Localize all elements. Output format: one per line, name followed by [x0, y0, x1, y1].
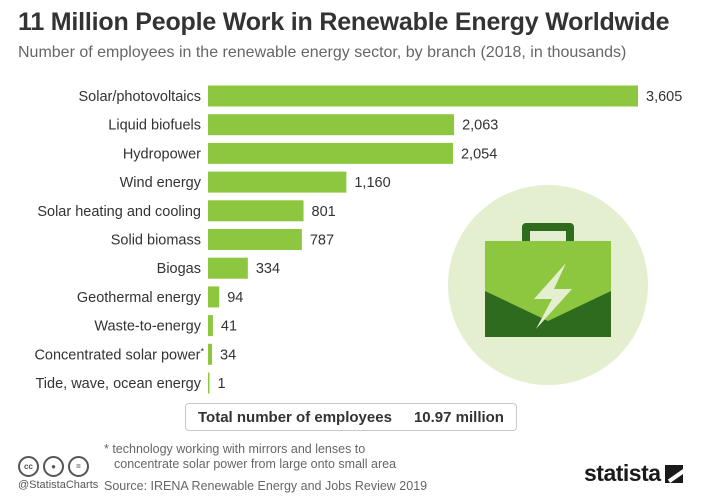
- value-label-3: 1,160: [354, 175, 390, 191]
- category-label-2: Hydropower: [123, 146, 201, 162]
- category-label-7: Geothermal energy: [77, 290, 202, 306]
- category-label-5: Solid biomass: [111, 233, 201, 249]
- value-label-4: 801: [312, 204, 336, 220]
- statista-mark-icon: [664, 464, 683, 483]
- value-label-0: 3,605: [646, 89, 682, 105]
- category-label-10: Tide, wave, ocean energy: [35, 376, 201, 392]
- footnote-line-1: * technology working with mirrors and le…: [104, 442, 366, 456]
- value-label-5: 787: [310, 233, 334, 249]
- value-label-10: 1: [218, 376, 226, 392]
- value-label-9: 34: [220, 347, 236, 363]
- bar-10: [208, 372, 210, 394]
- cc-icon: cc: [18, 456, 39, 477]
- value-label-1: 2,063: [462, 118, 498, 134]
- bar-0: [208, 85, 638, 107]
- bar-4: [208, 200, 304, 222]
- value-label-6: 334: [256, 261, 280, 277]
- category-label-3: Wind energy: [120, 175, 202, 191]
- value-label-8: 41: [221, 319, 237, 335]
- category-label-9: Concentrated solar power*: [34, 346, 204, 363]
- footnote-line-2: concentrate solar power from large onto …: [114, 457, 397, 471]
- lightning-bolt: [534, 263, 572, 329]
- statista-logo[interactable]: statista: [584, 460, 683, 487]
- attribution-icon: ●: [43, 456, 64, 477]
- brand-name: statista: [584, 460, 661, 486]
- total-employees-box: Total number of employees 10.97 million: [185, 403, 517, 431]
- category-label-6: Biogas: [157, 261, 201, 277]
- category-label-8: Waste-to-energy: [94, 319, 201, 335]
- footnote: * technology working with mirrors and le…: [104, 442, 444, 472]
- page-subtitle: Number of employees in the renewable ene…: [18, 44, 627, 61]
- bar-7: [208, 286, 220, 308]
- total-value: 10.97 million: [413, 408, 504, 426]
- bar-6: [208, 257, 248, 279]
- briefcase-handle: [522, 223, 574, 241]
- category-label-4: Solar heating and cooling: [37, 204, 201, 220]
- category-label-0: Solar/photovoltaics: [78, 89, 201, 105]
- bar-5: [208, 229, 302, 250]
- no-derivatives-icon: =: [68, 456, 89, 477]
- bar-2: [208, 142, 453, 164]
- license-icons: cc ● =: [18, 456, 89, 477]
- bar-1: [208, 114, 455, 136]
- social-handle[interactable]: @StatistaCharts: [18, 479, 99, 491]
- briefcase-flap: [485, 241, 611, 321]
- total-label: Total number of employees: [198, 408, 392, 426]
- page-title: 11 Million People Work in Renewable Ener…: [18, 8, 670, 36]
- bar-8: [208, 315, 213, 337]
- value-label-7: 94: [227, 290, 243, 306]
- bar-chart: Solar/photovoltaics 3,605 Liquid biofuels 2…: [34, 85, 682, 394]
- source-text: Source: IRENA Renewable Energy and Jobs …: [104, 479, 428, 493]
- category-label-1: Liquid biofuels: [108, 118, 201, 134]
- bar-9: [208, 343, 213, 365]
- briefcase-lightning-icon: [448, 185, 648, 385]
- value-label-2: 2,054: [461, 146, 497, 162]
- bar-3: [208, 171, 347, 193]
